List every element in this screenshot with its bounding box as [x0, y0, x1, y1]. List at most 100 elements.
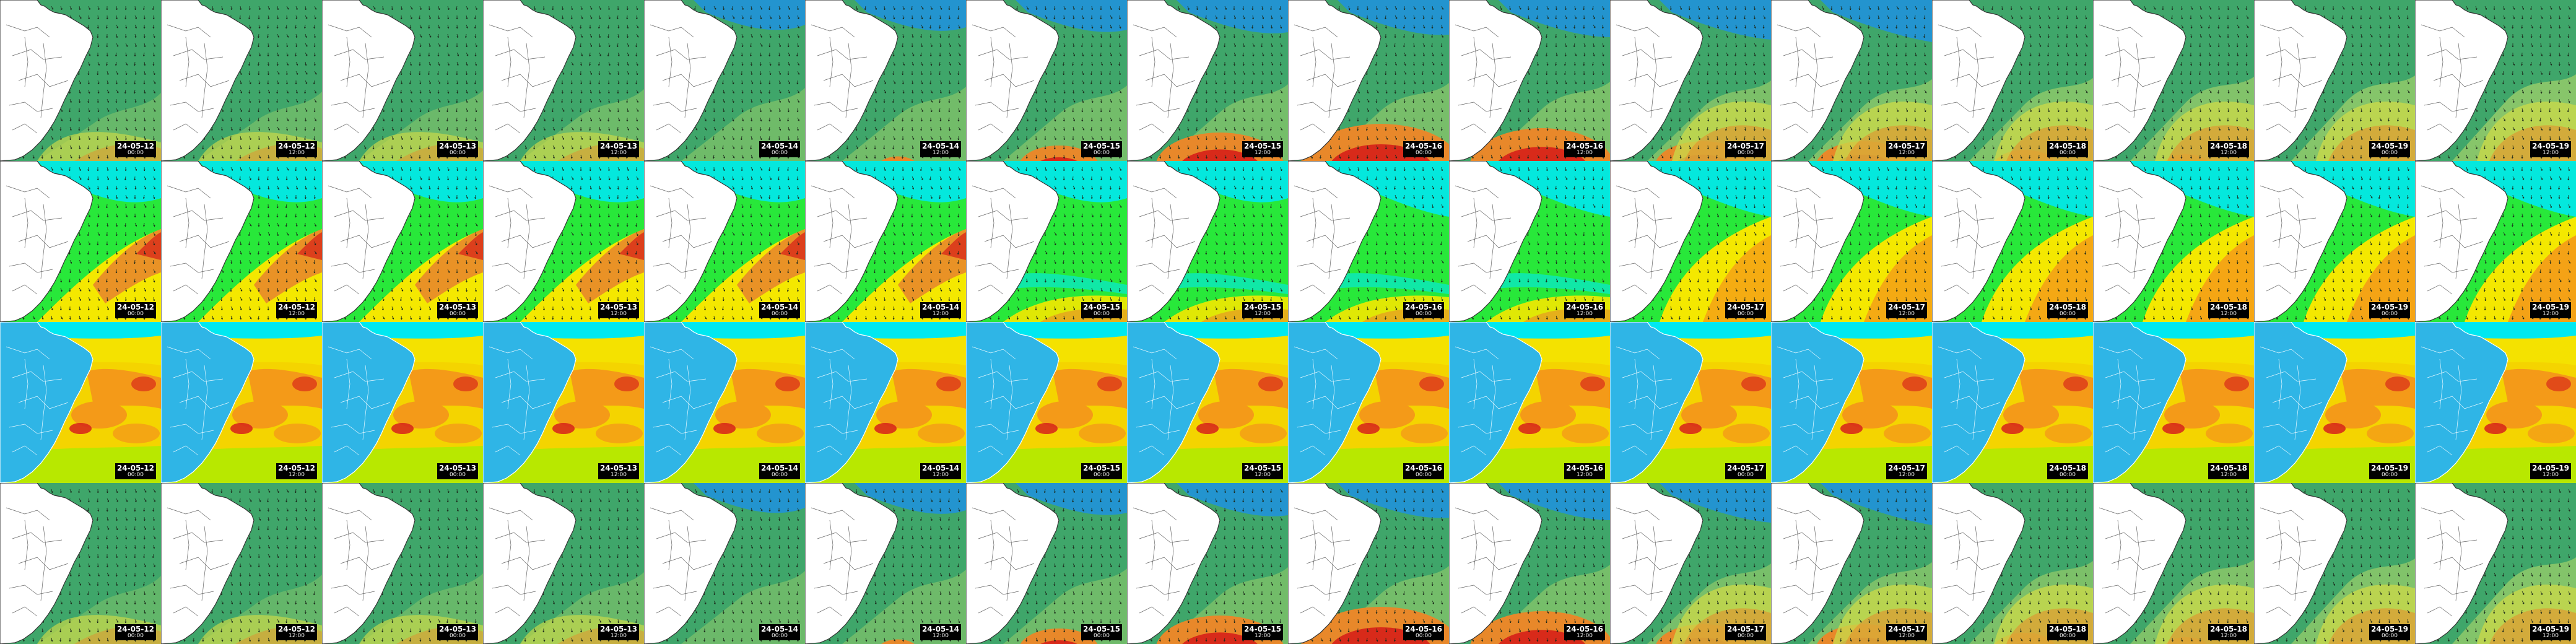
- forecast-map: [1932, 161, 2093, 322]
- map-panel-row-2-13: 24-05-18 00:00: [1932, 161, 2093, 322]
- map-panel-row-2-9: 24-05-16 00:00: [1288, 161, 1449, 322]
- timestamp-date: 24-05-16: [1405, 142, 1442, 150]
- timestamp-label: 24-05-13 00:00: [437, 463, 478, 479]
- map-panel-row-1-11: 24-05-17 00:00: [1610, 0, 1771, 161]
- forecast-map: [966, 322, 1127, 483]
- timestamp-date: 24-05-12: [278, 142, 315, 150]
- map-panel-row-4-13: 24-05-18 00:00: [1932, 483, 2093, 644]
- timestamp-date: 24-05-17: [1727, 142, 1764, 150]
- forecast-map: [805, 0, 966, 161]
- timestamp-date: 24-05-13: [439, 303, 476, 311]
- timestamp-time: 00:00: [2049, 472, 2086, 478]
- map-panel-row-4-14: 24-05-18 12:00: [2093, 483, 2254, 644]
- timestamp-label: 24-05-19 00:00: [2369, 463, 2410, 479]
- timestamp-label: 24-05-12 00:00: [115, 463, 156, 479]
- timestamp-time: 12:00: [1244, 150, 1281, 156]
- timestamp-date: 24-05-19: [2532, 464, 2569, 472]
- timestamp-time: 12:00: [600, 472, 637, 478]
- timestamp-time: 12:00: [600, 633, 637, 639]
- timestamp-date: 24-05-12: [117, 303, 154, 311]
- timestamp-date: 24-05-18: [2210, 464, 2247, 472]
- map-panel-row-3-6: 24-05-14 12:00: [805, 322, 966, 483]
- timestamp-time: 12:00: [922, 311, 959, 317]
- timestamp-time: 12:00: [922, 633, 959, 639]
- timestamp-label: 24-05-14 12:00: [920, 463, 961, 479]
- timestamp-label: 24-05-19 00:00: [2369, 624, 2410, 640]
- forecast-map: [1127, 0, 1288, 161]
- map-panel-row-2-11: 24-05-17 00:00: [1610, 161, 1771, 322]
- forecast-map: [0, 161, 161, 322]
- forecast-map: [2415, 483, 2576, 644]
- forecast-map: [1610, 483, 1771, 644]
- timestamp-date: 24-05-12: [278, 625, 315, 633]
- forecast-map: [161, 483, 322, 644]
- forecast-map: [1288, 0, 1449, 161]
- forecast-map: [1771, 0, 1932, 161]
- timestamp-label: 24-05-19 00:00: [2369, 302, 2410, 318]
- timestamp-date: 24-05-16: [1566, 142, 1603, 150]
- timestamp-time: 12:00: [2210, 472, 2247, 478]
- timestamp-date: 24-05-19: [2371, 464, 2408, 472]
- timestamp-label: 24-05-12 00:00: [115, 141, 156, 157]
- timestamp-date: 24-05-17: [1888, 625, 1925, 633]
- forecast-map: [161, 322, 322, 483]
- timestamp-time: 00:00: [439, 472, 476, 478]
- timestamp-date: 24-05-14: [922, 464, 959, 472]
- forecast-map: [0, 483, 161, 644]
- map-panel-row-2-2: 24-05-12 12:00: [161, 161, 322, 322]
- forecast-map: [322, 483, 483, 644]
- timestamp-time: 12:00: [2532, 633, 2569, 639]
- forecast-map: [644, 483, 805, 644]
- forecast-map: [2093, 0, 2254, 161]
- timestamp-label: 24-05-13 12:00: [598, 463, 639, 479]
- map-panel-row-3-8: 24-05-15 12:00: [1127, 322, 1288, 483]
- forecast-map: [1127, 322, 1288, 483]
- timestamp-label: 24-05-17 12:00: [1886, 463, 1927, 479]
- forecast-map: [2254, 161, 2415, 322]
- timestamp-label: 24-05-17 00:00: [1725, 302, 1766, 318]
- timestamp-date: 24-05-17: [1727, 303, 1764, 311]
- map-panel-row-4-12: 24-05-17 12:00: [1771, 483, 1932, 644]
- timestamp-time: 00:00: [1083, 633, 1120, 639]
- timestamp-time: 00:00: [761, 472, 798, 478]
- timestamp-label: 24-05-12 12:00: [276, 463, 317, 479]
- timestamp-time: 00:00: [439, 311, 476, 317]
- timestamp-label: 24-05-16 00:00: [1403, 141, 1444, 157]
- timestamp-date: 24-05-14: [922, 142, 959, 150]
- timestamp-date: 24-05-17: [1888, 303, 1925, 311]
- timestamp-time: 12:00: [1888, 633, 1925, 639]
- map-panel-row-4-2: 24-05-12 12:00: [161, 483, 322, 644]
- forecast-map: [161, 0, 322, 161]
- timestamp-date: 24-05-18: [2049, 303, 2086, 311]
- timestamp-label: 24-05-19 12:00: [2530, 302, 2571, 318]
- map-panel-row-1-6: 24-05-14 12:00: [805, 0, 966, 161]
- map-panel-row-1-2: 24-05-12 12:00: [161, 0, 322, 161]
- timestamp-time: 12:00: [1888, 472, 1925, 478]
- forecast-map: [2093, 161, 2254, 322]
- timestamp-time: 00:00: [117, 633, 154, 639]
- timestamp-time: 12:00: [1566, 472, 1603, 478]
- forecast-map: [2415, 322, 2576, 483]
- timestamp-time: 12:00: [2210, 150, 2247, 156]
- map-panel-row-3-4: 24-05-13 12:00: [483, 322, 644, 483]
- timestamp-date: 24-05-16: [1566, 625, 1603, 633]
- timestamp-label: 24-05-17 12:00: [1886, 302, 1927, 318]
- forecast-map: [644, 322, 805, 483]
- map-panel-row-3-2: 24-05-12 12:00: [161, 322, 322, 483]
- timestamp-time: 00:00: [1727, 472, 1764, 478]
- timestamp-date: 24-05-15: [1244, 142, 1281, 150]
- map-panel-row-1-16: 24-05-19 12:00: [2415, 0, 2576, 161]
- forecast-map: [966, 161, 1127, 322]
- forecast-map: [483, 322, 644, 483]
- timestamp-date: 24-05-15: [1244, 464, 1281, 472]
- timestamp-label: 24-05-12 00:00: [115, 302, 156, 318]
- forecast-map: [1932, 322, 2093, 483]
- forecast-map: [2415, 161, 2576, 322]
- timestamp-date: 24-05-18: [2210, 142, 2247, 150]
- timestamp-label: 24-05-17 00:00: [1725, 624, 1766, 640]
- timestamp-date: 24-05-15: [1083, 625, 1120, 633]
- timestamp-label: 24-05-17 00:00: [1725, 463, 1766, 479]
- timestamp-time: 12:00: [1244, 633, 1281, 639]
- timestamp-date: 24-05-17: [1727, 625, 1764, 633]
